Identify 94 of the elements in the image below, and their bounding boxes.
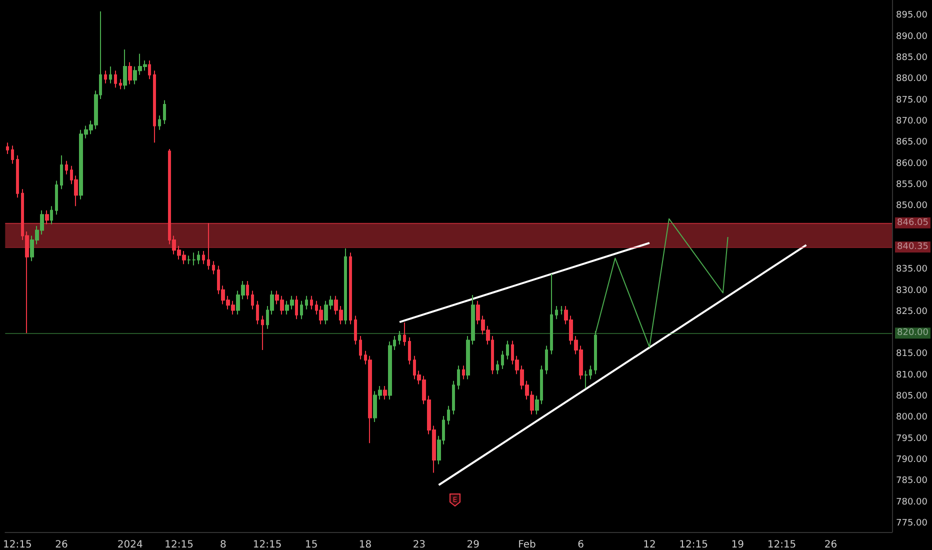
- candlestick: [153, 70, 156, 144]
- candlestick: [128, 62, 132, 85]
- x-tick-label: Feb: [518, 540, 536, 550]
- y-tick-label: 830.00: [896, 286, 928, 296]
- candlestick: [447, 405, 450, 425]
- candlestick: [310, 295, 313, 310]
- y-tick-label: 890.00: [896, 32, 928, 42]
- candlestick: [50, 206, 53, 225]
- y-tick-label: 870.00: [896, 116, 928, 126]
- candlestick: [398, 330, 401, 346]
- candlestick: [104, 70, 107, 84]
- candlestick: [506, 340, 509, 360]
- x-tick-label: 12:15: [767, 540, 796, 550]
- candlestick: [55, 180, 58, 216]
- candlestick: [354, 315, 357, 346]
- y-tick-label: 835.00: [896, 264, 928, 275]
- candlestick: [212, 260, 215, 275]
- x-tick-label: 18: [358, 540, 372, 550]
- y-tick-label: 850.00: [896, 201, 928, 212]
- candlestick: [359, 336, 362, 360]
- candlestick: [11, 145, 14, 164]
- y-tick-label: 780.00: [896, 497, 928, 508]
- candlestick: [202, 250, 205, 265]
- x-tick-label: 23: [412, 540, 426, 550]
- x-tick-label: 12:15: [164, 540, 194, 550]
- x-tick-label: 12:15: [2, 540, 32, 550]
- candlestick: [187, 255, 191, 265]
- ref-line-label: 846.05: [897, 218, 928, 228]
- y-tick-label: 785.00: [896, 476, 928, 486]
- y-tick-label: 895.00: [896, 10, 928, 21]
- candlestick: [383, 385, 387, 400]
- candlestick: [344, 248, 347, 325]
- x-tick-label: 8: [220, 540, 226, 550]
- y-tick-label: 805.00: [896, 392, 928, 402]
- y-tick-label: 790.00: [896, 455, 928, 466]
- candlestick: [560, 305, 563, 315]
- candlestick: [114, 70, 117, 88]
- y-tick-label: 810.00: [896, 370, 928, 380]
- y-tick-label: 865.00: [896, 138, 928, 148]
- candlestick: [192, 252, 196, 266]
- candlestick: [501, 350, 504, 370]
- x-tick-label: 26: [824, 540, 838, 550]
- candlestick: [457, 365, 460, 390]
- candlestick: [65, 160, 68, 175]
- y-tick-label: 825.00: [896, 306, 928, 317]
- ref-line-label: 820.00: [897, 328, 929, 338]
- y-tick-label: 860.00: [896, 158, 928, 169]
- candlestick: [403, 322, 406, 346]
- candlestick: [368, 355, 372, 444]
- y-tick-label: 775.00: [896, 518, 928, 529]
- x-tick-label: 12: [643, 540, 656, 550]
- candlestick: [163, 100, 166, 125]
- x-tick-label: 6: [578, 540, 584, 550]
- x-tick-label: 15: [305, 540, 318, 550]
- candlestick: [496, 360, 499, 375]
- ref-line-label: 840.35: [897, 242, 928, 252]
- candlestick: [109, 66, 112, 84]
- y-tick-label: 815.00: [896, 349, 928, 360]
- candlestick: [555, 305, 558, 320]
- candlestick: [408, 336, 411, 365]
- candlestick: [6, 142, 9, 155]
- y-tick-label: 855.00: [896, 180, 928, 190]
- x-tick-label: 12:15: [679, 540, 708, 550]
- candlestick: [123, 49, 127, 90]
- candlestick: [16, 154, 19, 198]
- x-tick-label: 2024: [117, 540, 143, 550]
- y-tick-label: 800.00: [896, 412, 928, 423]
- candlestick: [246, 280, 249, 300]
- candlestick: [305, 295, 308, 310]
- x-tick-label: 29: [466, 540, 480, 550]
- candlestick: [319, 305, 323, 325]
- candlestick: [462, 365, 465, 380]
- x-tick-label: 19: [731, 540, 744, 550]
- candlestick: [148, 60, 151, 80]
- candlestick: [158, 115, 161, 130]
- candlestick: [452, 380, 455, 415]
- candlestick: [119, 78, 122, 90]
- y-tick-label: 795.00: [896, 434, 928, 444]
- y-tick-label: 875.00: [896, 95, 928, 106]
- candlestick: [60, 154, 63, 190]
- x-tick-label: 12:15: [252, 540, 282, 550]
- x-tick-label: 26: [55, 540, 68, 550]
- candlestick: [45, 210, 49, 225]
- candlestick: [349, 252, 352, 325]
- y-tick-label: 880.00: [896, 74, 928, 84]
- candlestick: [300, 300, 303, 320]
- candlestick: [251, 290, 254, 310]
- candlestick: [207, 222, 210, 270]
- candlestick: [261, 315, 264, 351]
- candlestick: [256, 300, 259, 325]
- candlestick: [550, 273, 553, 355]
- candlestick: [295, 295, 298, 320]
- y-tick-label: 885.00: [896, 52, 928, 63]
- candlestick: [545, 345, 548, 375]
